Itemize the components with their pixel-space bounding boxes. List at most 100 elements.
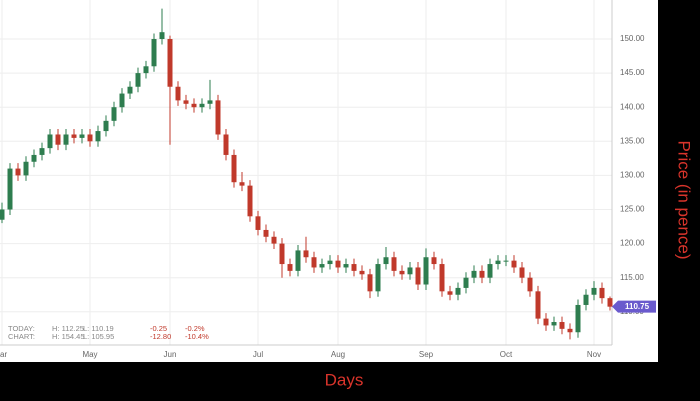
candle-body — [479, 270, 485, 278]
candle-body — [415, 267, 421, 285]
last-price-tag — [612, 300, 656, 313]
candle-body — [199, 103, 205, 108]
candle-body — [383, 257, 389, 265]
candle-body — [159, 32, 165, 40]
candle-body — [583, 294, 589, 305]
candle-body — [327, 260, 333, 265]
candle-body — [535, 291, 541, 319]
candle-body — [359, 270, 365, 275]
candle-body — [183, 100, 189, 104]
x-tick-label: Nov — [587, 350, 601, 359]
candle-body — [271, 236, 277, 244]
y-tick-label: 125.00 — [620, 205, 645, 214]
candle-body — [239, 182, 245, 186]
candles — [0, 8, 613, 340]
candle-body — [447, 291, 453, 295]
candle-body — [551, 322, 557, 326]
candle-body — [55, 134, 61, 145]
y-axis-title: Price (in pence) — [675, 140, 694, 259]
candle-body — [31, 154, 37, 162]
info-text: -0.25 — [150, 324, 167, 333]
candle-body — [103, 120, 109, 132]
x-tick-label: Sep — [419, 350, 434, 359]
candle-body — [15, 168, 21, 176]
candle-body — [455, 287, 461, 295]
candle-body — [487, 264, 493, 278]
candle-body — [351, 264, 357, 271]
candle-body — [151, 39, 157, 67]
candle-body — [247, 185, 253, 217]
candle-body — [71, 134, 77, 138]
y-tick-label: 135.00 — [620, 136, 645, 145]
x-axis-title: Days — [325, 370, 364, 389]
chart-panel — [0, 0, 658, 362]
candle-body — [23, 161, 29, 176]
candle-body — [311, 257, 317, 268]
candle-body — [215, 100, 221, 135]
candle-body — [471, 270, 477, 278]
info-text: L: 105.95 — [83, 332, 114, 341]
labels: 110.00115.00120.00125.00130.00135.00140.… — [0, 34, 656, 359]
candle-body — [63, 134, 69, 145]
candle-body — [135, 73, 141, 87]
candle-body — [143, 66, 149, 74]
candle-body — [231, 154, 237, 183]
y-tick-label: 150.00 — [620, 34, 645, 43]
candle-body — [519, 267, 525, 278]
candle-body — [47, 134, 53, 149]
candle-body — [87, 134, 93, 142]
info-text: H: 112.25 — [52, 324, 84, 333]
info-text: -12.80 — [150, 332, 171, 341]
candle-body — [503, 260, 509, 262]
candle-body — [263, 229, 269, 237]
candle-body — [495, 260, 501, 265]
candle-body — [511, 260, 517, 268]
candle-body — [423, 257, 429, 285]
candle-body — [119, 93, 125, 108]
candle-body — [0, 209, 5, 220]
candle-body — [335, 260, 341, 268]
candle-body — [439, 264, 445, 292]
candle-body — [319, 264, 325, 268]
info-text: H: 154.45 — [52, 332, 85, 341]
y-tick-label: 140.00 — [620, 102, 645, 111]
candle-body — [431, 257, 437, 265]
candle-body — [127, 86, 133, 94]
x-tick-label: May — [82, 350, 97, 359]
candle-body — [367, 274, 373, 292]
y-tick-label: 120.00 — [620, 239, 645, 248]
info-text: L: 110.19 — [83, 324, 114, 333]
candle-body — [375, 264, 381, 292]
y-tick-label: 115.00 — [620, 273, 644, 282]
candle-body — [391, 257, 397, 271]
candle-body — [7, 168, 13, 210]
candle-body — [191, 103, 197, 108]
candle-body — [287, 264, 293, 271]
info-text: -10.4% — [185, 332, 209, 341]
candle-body — [599, 287, 605, 299]
candle-body — [591, 287, 597, 295]
candle-body — [567, 328, 573, 333]
candle-body — [343, 264, 349, 268]
x-tick-label: Oct — [500, 350, 513, 359]
info-text: -0.2% — [185, 324, 205, 333]
y-tick-label: 130.00 — [620, 171, 645, 180]
candle-body — [223, 134, 229, 155]
candle-body — [607, 298, 613, 307]
candle-body — [295, 250, 301, 271]
candle-body — [407, 267, 413, 275]
candle-body — [111, 107, 117, 121]
x-tick-label: Aug — [331, 350, 345, 359]
candle-body — [79, 134, 85, 138]
candle-body — [175, 86, 181, 101]
candle-body — [207, 100, 213, 104]
x-tick-label: ar — [0, 350, 7, 359]
info-text: TODAY: — [8, 324, 35, 333]
x-tick-label: Jun — [164, 350, 177, 359]
candle-body — [95, 131, 101, 142]
info-text: CHART: — [8, 332, 35, 341]
candle-body — [255, 216, 261, 230]
candle-body — [463, 277, 469, 288]
last-price-label: 110.75 — [625, 302, 650, 311]
